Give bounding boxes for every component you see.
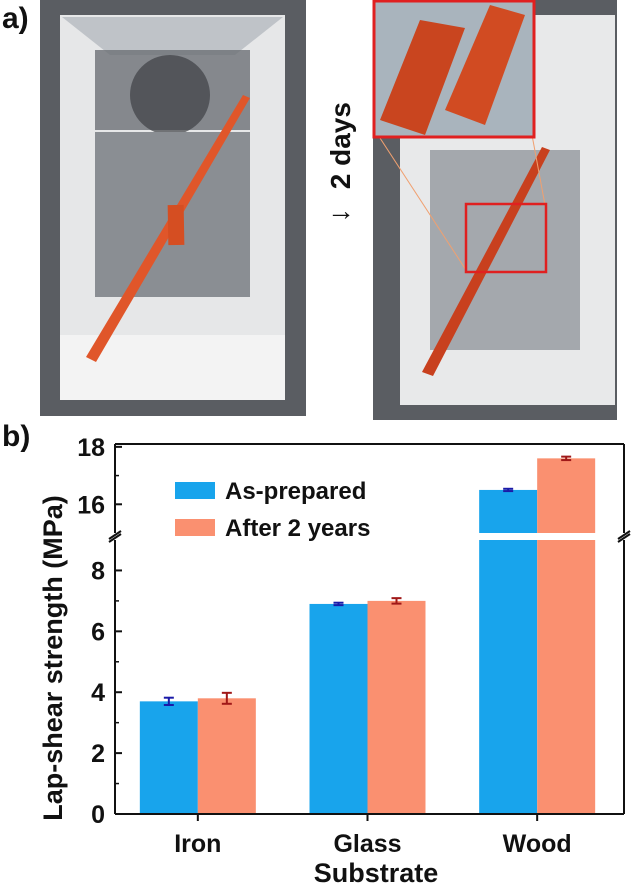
y-tick-label: 8: [91, 557, 105, 585]
photo-before: [40, 0, 306, 416]
y-axis-label: Lap-shear strength (MPa): [38, 495, 68, 821]
y-tick-label: 0: [91, 801, 105, 829]
bar-wood-1-lower: [537, 540, 596, 814]
x-axis-label: Substrate: [314, 858, 439, 888]
axis-break-mark: [617, 533, 631, 543]
legend-swatch: [175, 519, 215, 536]
zoom-region-box: [464, 202, 548, 274]
bar-wood-0-lower: [479, 540, 538, 814]
y-tick-label: 4: [91, 679, 105, 707]
panel-b-label: b): [2, 420, 31, 453]
panel-a-label: a): [2, 2, 29, 35]
y-tick-label: 6: [91, 618, 105, 646]
x-tick-label: Glass: [333, 830, 401, 858]
y-tick-label: 2: [91, 740, 105, 768]
bar-wood-0-upper: [479, 489, 538, 533]
legend-label: As-prepared: [225, 478, 366, 505]
duration-label: 2 days: [325, 102, 356, 190]
bar-glass-0: [309, 603, 368, 814]
adhesive-strip: [86, 95, 250, 362]
down-arrow-icon: →: [327, 195, 355, 226]
axis-break-mark: [617, 530, 631, 540]
arrow-label: → 2 days: [325, 102, 365, 226]
bar-iron-0: [139, 701, 198, 814]
x-tick-label: Wood: [503, 830, 572, 858]
legend-label: After 2 years: [225, 515, 370, 542]
x-tick-label: Iron: [174, 830, 221, 858]
bar-chart: Lap-shear strength (MPa) Substrate Iron G…: [38, 434, 631, 888]
photo-after: [372, 0, 617, 420]
bar-wood-1-upper: [537, 458, 596, 533]
y-tick-label: 18: [77, 434, 105, 462]
bar-glass-1: [367, 600, 426, 814]
axis-break-mark: [108, 530, 122, 540]
axis-break-mark: [108, 533, 122, 543]
bar-iron-1: [197, 698, 256, 814]
legend-swatch: [175, 482, 215, 499]
photo-panel-a: [40, 0, 617, 420]
y-tick-label: 16: [77, 491, 105, 519]
